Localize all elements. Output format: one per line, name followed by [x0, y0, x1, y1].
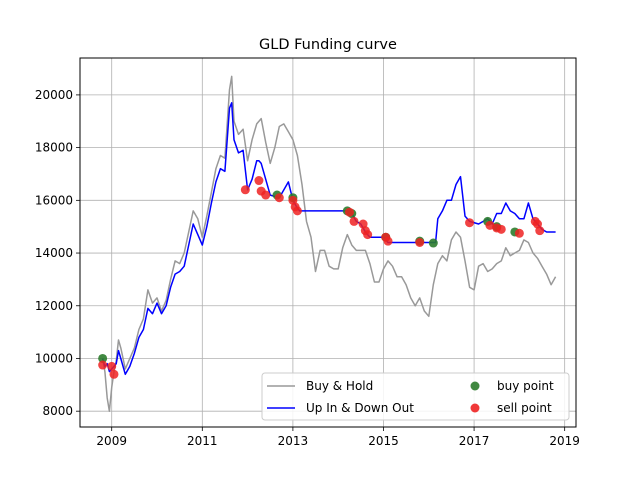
- y-tick-label-3: 14000: [35, 246, 73, 260]
- sell-point-marker: [363, 230, 373, 240]
- buy-point-marker: [428, 238, 438, 248]
- legend-label-buy-point: buy point: [497, 379, 554, 393]
- x-tick-label-5: 2019: [549, 434, 580, 448]
- x-tick-label-2: 2013: [278, 434, 309, 448]
- y-tick-label-4: 16000: [35, 193, 73, 207]
- x-tick-label-3: 2015: [368, 434, 399, 448]
- sell-point-marker: [383, 236, 393, 246]
- series-line-up-in-down-out: [101, 102, 556, 376]
- sell-point-marker: [240, 185, 250, 195]
- sell-point-marker: [107, 361, 117, 371]
- legend-swatch-buy-point: [470, 381, 480, 391]
- sell-point-marker: [98, 360, 108, 370]
- legend-label-buy-hold: Buy & Hold: [306, 379, 373, 393]
- chart-title: GLD Funding curve: [259, 37, 397, 53]
- sell-point-marker: [261, 190, 271, 200]
- x-tick-label-0: 2009: [96, 434, 127, 448]
- y-tick-label-5: 18000: [35, 141, 73, 155]
- sell-point-marker: [514, 228, 524, 238]
- sell-point-marker: [345, 207, 355, 217]
- sell-point-marker: [254, 176, 264, 186]
- x-tick-label-4: 2017: [459, 434, 490, 448]
- x-axis: 2009 2011 2013 2015 2017 2019: [96, 427, 580, 448]
- y-tick-label-6: 20000: [35, 88, 73, 102]
- sell-point-marker: [274, 193, 284, 203]
- x-tick-label-1: 2011: [187, 434, 218, 448]
- legend-box: [261, 372, 570, 421]
- y-tick-label-0: 8000: [42, 404, 73, 418]
- series-line-buy-hold: [101, 75, 557, 412]
- sell-point-marker: [415, 238, 425, 247]
- y-tick-label-1: 10000: [35, 351, 73, 365]
- legend-label-sell-point: sell point: [497, 401, 552, 415]
- buy-point-marker: [98, 353, 108, 363]
- axes-frame: [79, 57, 577, 428]
- sell-point-marker: [465, 218, 475, 228]
- sell-point-marker: [485, 220, 495, 230]
- sell-point-marker: [292, 206, 302, 216]
- y-tick-label-2: 12000: [35, 299, 73, 313]
- sell-point-marker: [535, 226, 545, 236]
- legend-label-up-in-down-out: Up In & Down Out: [306, 401, 414, 415]
- series-layer: [101, 75, 557, 412]
- legend: Buy & Hold Up In & Down Out buy point se…: [261, 372, 570, 421]
- points-layer: [98, 176, 545, 379]
- sell-point-marker: [349, 216, 359, 226]
- sell-point-marker: [109, 369, 119, 379]
- legend-swatch-sell-point: [470, 403, 480, 413]
- y-axis: 8000 10000 12000 14000 16000 18000 20000: [35, 88, 80, 418]
- sell-point-marker: [496, 224, 506, 234]
